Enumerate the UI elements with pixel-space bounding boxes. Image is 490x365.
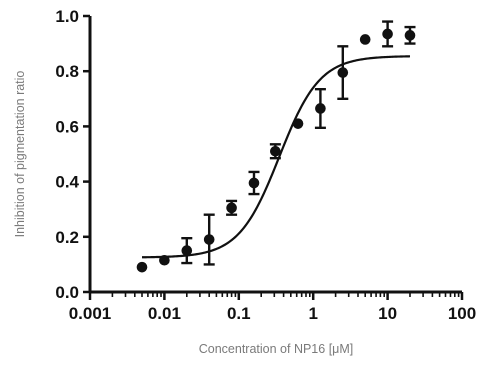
- data-point: [270, 145, 281, 157]
- y-axis-title: Inhibition of pigmentation ratio: [13, 71, 27, 238]
- data-points: [136, 28, 416, 273]
- axes: [88, 16, 462, 294]
- x-ticks: 0.001 0.01 0.1 1 10 100: [69, 292, 476, 323]
- data-point: [315, 103, 326, 114]
- data-point: [382, 28, 393, 40]
- data-point: [359, 34, 371, 45]
- y-tick-label: 1.0: [55, 7, 79, 26]
- data-point: [292, 118, 304, 129]
- x-tick-label: 0.001: [69, 304, 112, 323]
- data-point: [181, 245, 193, 256]
- data-point: [226, 202, 237, 214]
- x-axis-title: Concentration of NP16 [μM]: [199, 342, 354, 356]
- data-point: [159, 254, 170, 266]
- y-tick-label: 0.8: [55, 62, 79, 81]
- data-point: [136, 261, 148, 273]
- data-point: [404, 30, 416, 41]
- x-tick-label: 0.01: [148, 304, 181, 323]
- y-tick-label: 0.2: [55, 228, 79, 247]
- x-tick-label: 10: [378, 304, 397, 323]
- y-tick-label: 0.0: [55, 283, 79, 302]
- error-bars: [181, 20, 416, 266]
- y-tick-label: 0.4: [55, 173, 79, 192]
- y-ticks: 0.0 0.2 0.4 0.6 0.8 1.0: [55, 7, 90, 302]
- x-tick-label: 100: [448, 304, 476, 323]
- y-tick-label: 0.6: [55, 117, 79, 136]
- x-tick-label: 1: [308, 304, 317, 323]
- data-point: [248, 177, 260, 189]
- data-point: [337, 67, 349, 78]
- data-point: [203, 234, 215, 245]
- x-tick-label: 0.1: [227, 304, 251, 323]
